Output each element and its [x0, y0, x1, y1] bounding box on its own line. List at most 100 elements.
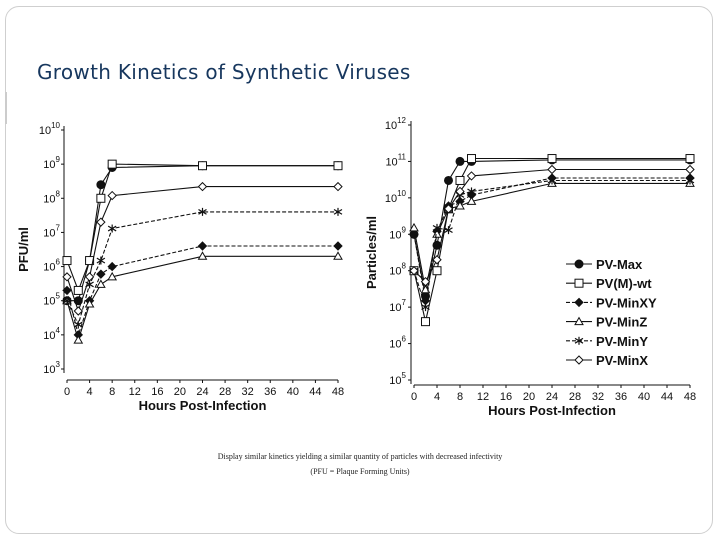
- data-point: [455, 156, 465, 166]
- x-tick-label: 8: [457, 391, 463, 403]
- x-tick-label: 48: [332, 386, 344, 398]
- figure-caption-note: (PFU = Plaque Forming Units): [310, 467, 410, 476]
- data-point: [197, 181, 208, 192]
- data-point: [547, 176, 557, 185]
- x-tick-label: 0: [64, 386, 70, 398]
- legend-label: PV-MinY: [596, 334, 648, 349]
- data-point: [73, 335, 84, 344]
- series-pv-minx: [409, 164, 695, 287]
- x-tick-label: 44: [661, 391, 673, 403]
- data-point: [73, 320, 83, 329]
- data-point: [455, 186, 465, 197]
- x-tick-label: 16: [151, 386, 163, 398]
- y-tick-label: 104: [43, 326, 60, 342]
- data-point: [107, 261, 117, 272]
- x-tick-label: 28: [569, 391, 581, 403]
- x-tick-label: 4: [87, 386, 93, 398]
- x-tick-label: 36: [264, 386, 276, 398]
- data-point: [409, 222, 419, 232]
- data-point: [107, 159, 117, 169]
- legend-marker: [574, 278, 584, 288]
- data-point: [84, 299, 95, 308]
- data-point: [62, 285, 72, 296]
- data-point: [333, 207, 343, 216]
- legend-label: PV-MinXY: [596, 295, 657, 310]
- series-line: [66, 211, 338, 327]
- legend-label: PV-Max: [596, 257, 643, 272]
- legend: PV-Max PV(M)-wt PV-MinXY PV-MinZ PV-MinY PV-M…: [566, 257, 657, 368]
- x-tick-label: 32: [242, 386, 254, 398]
- slide-frame: [5, 6, 713, 534]
- data-point: [333, 161, 343, 171]
- y-tick-label: 1011: [385, 152, 406, 168]
- x-tick-label: 40: [287, 386, 299, 398]
- y-axis-label: PFU/ml: [16, 227, 31, 272]
- x-tick-label: 0: [411, 391, 417, 403]
- data-point: [685, 164, 695, 175]
- data-point: [107, 271, 118, 281]
- data-point: [62, 296, 72, 305]
- data-point: [333, 251, 343, 260]
- legend-marker: [574, 259, 584, 269]
- y-tick-label: 109: [389, 225, 406, 241]
- data-point: [547, 154, 557, 164]
- data-point: [409, 266, 419, 276]
- series-pv-minxy: [62, 241, 343, 340]
- series-line: [413, 157, 690, 322]
- y-tick-label: 1012: [385, 116, 407, 132]
- x-axis-label: Hours Post-Infection: [139, 398, 267, 413]
- y-tick-label: 106: [43, 258, 60, 274]
- data-point: [96, 279, 106, 288]
- y-tick-label: 105: [43, 292, 60, 308]
- y-tick-label: 109: [43, 155, 60, 171]
- legend-label: PV(M)-wt: [596, 276, 652, 291]
- data-point: [96, 217, 106, 227]
- legend-marker: [574, 297, 584, 308]
- data-point: [432, 229, 442, 238]
- x-axis-label: Hours Post-Infection: [488, 403, 616, 418]
- data-point: [467, 187, 476, 196]
- data-point: [333, 181, 343, 192]
- y-tick-label: 103: [43, 360, 60, 376]
- legend-label: PV-MinZ: [596, 315, 647, 330]
- data-point: [197, 251, 208, 260]
- data-point: [421, 303, 430, 312]
- data-point: [198, 161, 207, 171]
- data-point: [73, 285, 83, 295]
- series-line: [413, 182, 690, 290]
- data-point: [85, 256, 95, 266]
- data-point: [444, 226, 453, 235]
- x-tick-label: 48: [684, 391, 696, 403]
- series-pv-miny: [62, 207, 343, 329]
- x-tick-label: 8: [109, 386, 115, 398]
- series-line: [66, 255, 338, 343]
- data-point: [466, 196, 477, 205]
- x-tick-label: 20: [174, 386, 186, 398]
- data-point: [455, 175, 465, 185]
- slide-title: Growth Kinetics of Synthetic Viruses: [37, 60, 411, 84]
- data-point: [333, 241, 343, 251]
- y-tick-label: 107: [389, 298, 406, 314]
- data-point: [685, 154, 695, 164]
- data-point: [466, 171, 477, 181]
- legend-marker: [574, 355, 584, 365]
- data-point: [432, 223, 442, 232]
- data-point: [432, 266, 442, 276]
- legend-marker: [574, 336, 584, 345]
- y-tick-label: 108: [389, 262, 406, 278]
- series-pv-miny: [409, 176, 695, 312]
- y-tick-label: 105: [389, 371, 406, 387]
- data-point: [84, 272, 95, 282]
- series-pv-minz: [62, 251, 343, 344]
- x-tick-label: 40: [638, 391, 650, 403]
- data-point: [198, 207, 207, 216]
- legend-marker: [574, 316, 584, 326]
- data-point: [685, 176, 695, 185]
- data-point: [443, 204, 454, 214]
- figure-caption: Display similar kinetics yielding a simi…: [217, 452, 503, 461]
- y-tick-label: 106: [389, 335, 406, 351]
- data-point: [467, 154, 476, 164]
- data-point: [420, 276, 431, 287]
